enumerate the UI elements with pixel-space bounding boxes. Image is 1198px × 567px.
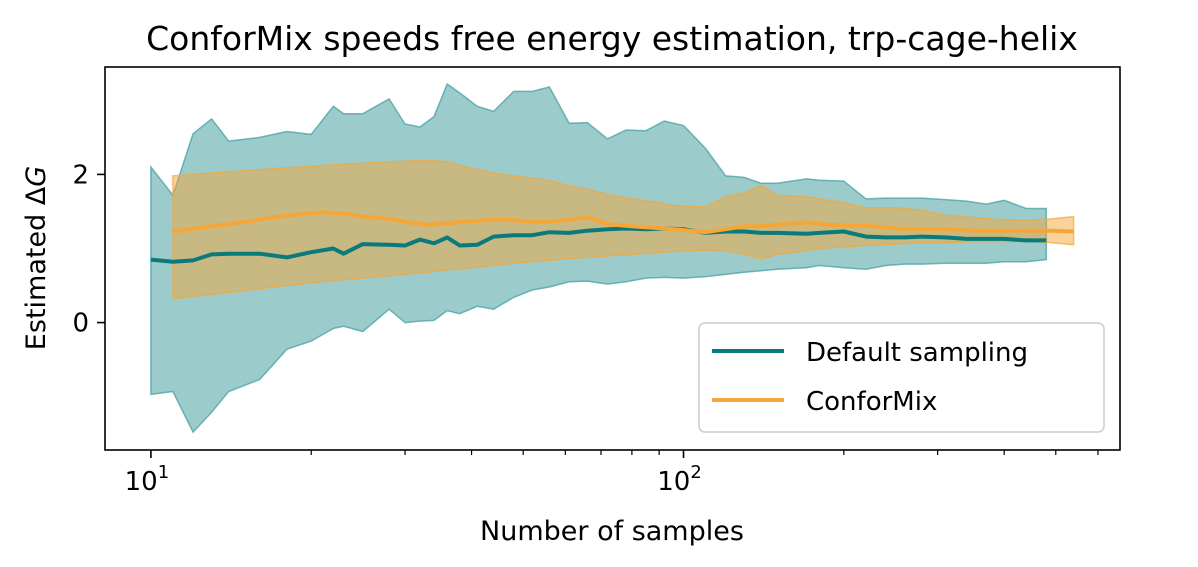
y-axis-label-variable: G	[21, 166, 52, 187]
x-tick-label: 101	[125, 462, 170, 497]
legend-label-default-sampling: Default sampling	[806, 338, 1028, 368]
y-axis-label: Estimated ΔG	[21, 166, 52, 350]
legend-box	[698, 322, 1105, 433]
chart-title: ConforMix speeds free energy estimation,…	[146, 19, 1078, 58]
plot-area-frame	[104, 66, 1121, 451]
series-line-conformix	[172, 210, 1074, 235]
x-axis-label: Number of samples	[480, 516, 744, 547]
legend-label-conformix: ConforMix	[806, 387, 937, 417]
y-tick-label: 0	[72, 309, 89, 339]
x-tick-label: 102	[657, 462, 702, 497]
legend: Default sampling ConforMix	[698, 322, 1105, 433]
series-line-default-sampling	[150, 226, 1047, 264]
y-axis-label-main: Estimated Δ	[21, 186, 52, 350]
y-tick-label: 2	[72, 160, 89, 190]
